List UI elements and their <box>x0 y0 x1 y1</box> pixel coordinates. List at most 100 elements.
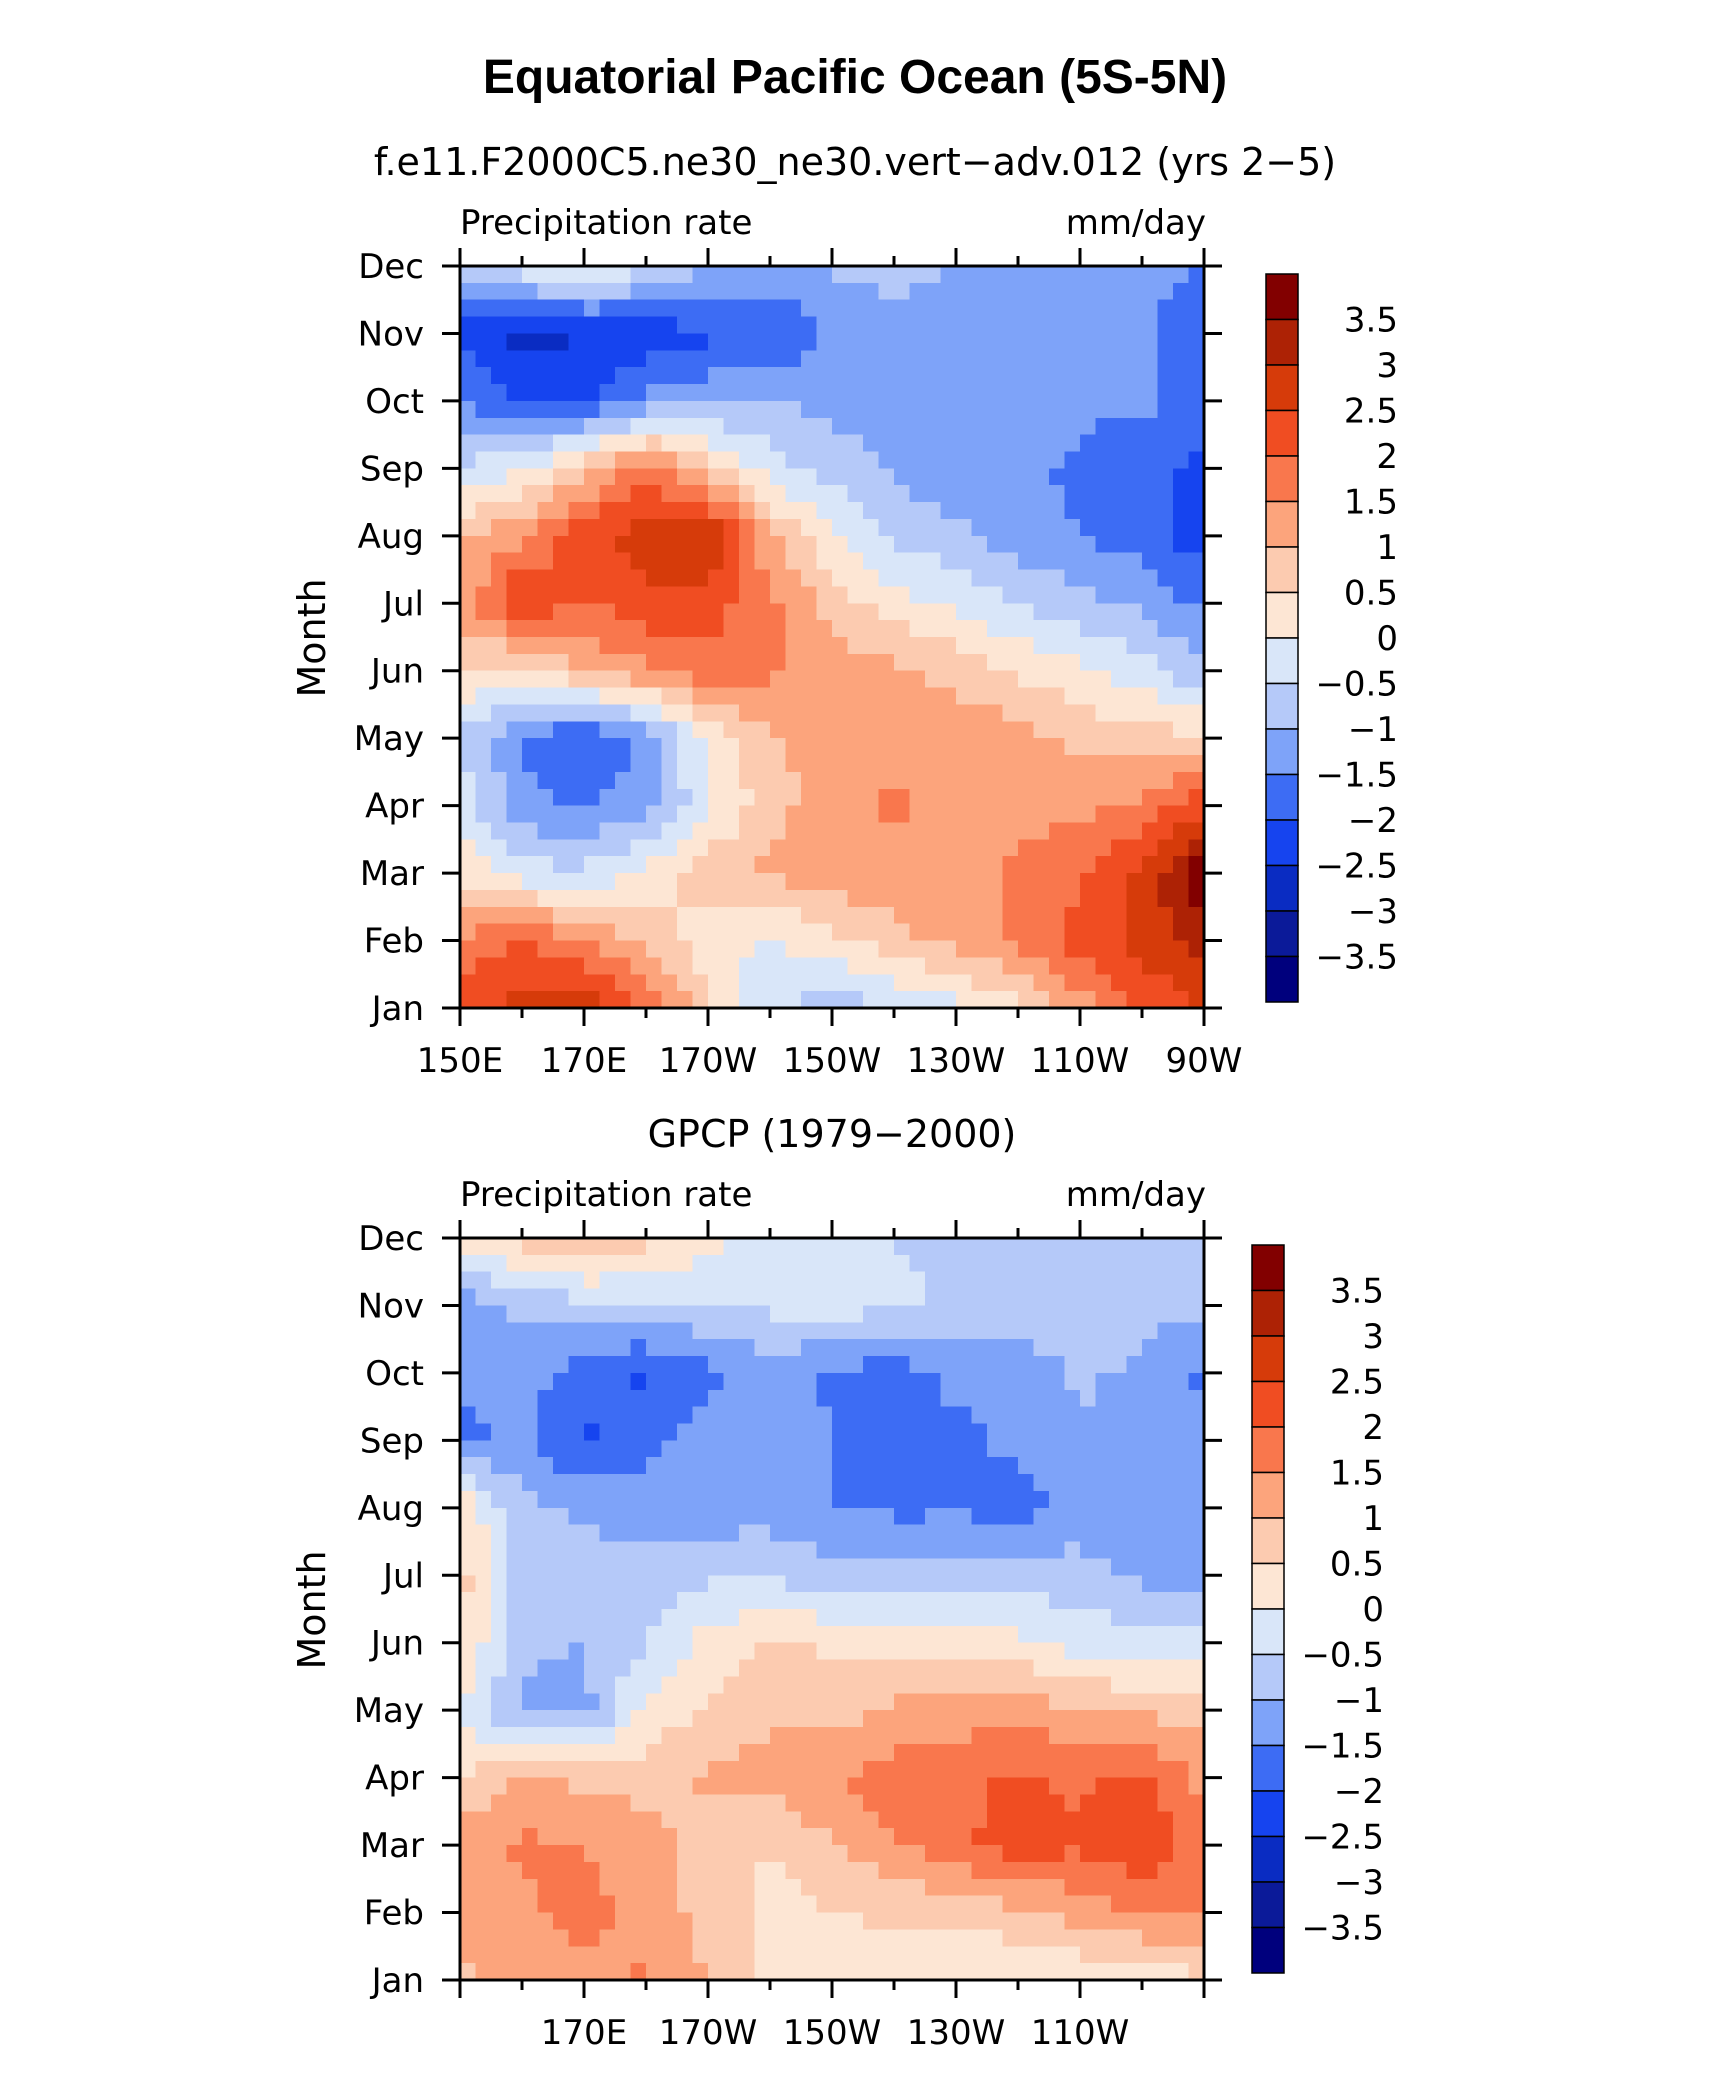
heatmap-cell <box>1018 1305 1035 1323</box>
heatmap-cell <box>863 350 880 368</box>
heatmap-cell <box>909 1777 926 1796</box>
heatmap-cell <box>723 586 740 604</box>
heatmap-cell <box>677 1963 694 1981</box>
heatmap-cell <box>1142 940 1159 959</box>
heatmap-cell <box>863 485 880 503</box>
heatmap-cell <box>615 502 632 520</box>
heatmap-cell <box>754 1828 771 1846</box>
heatmap-cell <box>1126 637 1143 655</box>
heatmap-cell <box>584 889 601 908</box>
heatmap-cell <box>1095 839 1112 857</box>
colorbar-box <box>1265 364 1299 412</box>
x-tick-label: 90W <box>1166 1041 1243 1081</box>
heatmap-cell <box>971 1524 988 1543</box>
heatmap-cell <box>1049 839 1066 857</box>
heatmap-cell <box>971 940 988 959</box>
heatmap-cell <box>847 620 864 638</box>
heatmap-cell <box>1018 1558 1035 1576</box>
heatmap-cell <box>940 282 957 301</box>
heatmap-cell <box>630 367 647 385</box>
heatmap-cell <box>1080 603 1097 621</box>
heatmap-cell <box>1018 771 1035 790</box>
heatmap-cell <box>584 333 601 351</box>
heatmap-cell <box>987 991 1004 1009</box>
heatmap-cell <box>1018 1474 1035 1492</box>
heatmap-cell <box>1018 1676 1035 1694</box>
heatmap-cell <box>909 1861 926 1880</box>
heatmap-cell <box>1157 1743 1174 1762</box>
heatmap-cell <box>739 805 756 824</box>
heatmap-cell <box>785 1541 802 1560</box>
heatmap-cell <box>925 1777 942 1796</box>
heatmap-cell <box>1033 350 1050 368</box>
heatmap-cell <box>1049 788 1066 807</box>
heatmap-cell <box>801 1727 818 1745</box>
heatmap-cell <box>863 1541 880 1560</box>
heatmap-cell <box>832 502 849 520</box>
heatmap-cell <box>832 1659 849 1678</box>
heatmap-cell <box>1157 1811 1174 1829</box>
heatmap-cell <box>630 1575 647 1593</box>
heatmap-cell <box>785 1389 802 1408</box>
heatmap-cell <box>491 1609 508 1627</box>
heatmap-cell <box>584 771 601 790</box>
heatmap-cell <box>630 485 647 503</box>
heatmap-cell <box>1049 1389 1066 1408</box>
heatmap-cell <box>1157 1878 1174 1897</box>
heatmap-cell <box>987 670 1004 689</box>
heatmap-cell <box>630 1541 647 1560</box>
heatmap-cell <box>584 1558 601 1576</box>
heatmap-cell <box>770 1423 787 1441</box>
heatmap-cell <box>816 400 833 419</box>
heatmap-cell <box>971 1693 988 1711</box>
heatmap-cell <box>1080 417 1097 436</box>
heatmap-cell <box>1126 670 1143 689</box>
heatmap-cell <box>832 434 849 453</box>
heatmap-cell <box>553 1474 570 1492</box>
colorbar-box <box>1251 1608 1285 1656</box>
heatmap-cell <box>475 1592 492 1610</box>
heatmap-cell <box>584 788 601 807</box>
heatmap-cell <box>1111 367 1128 385</box>
heatmap-cell <box>1126 451 1143 469</box>
heatmap-cell <box>909 1389 926 1408</box>
heatmap-cell <box>801 1929 818 1947</box>
heatmap-cell <box>1033 400 1050 419</box>
heatmap-cell <box>1173 266 1190 284</box>
heatmap-cell <box>630 1474 647 1492</box>
heatmap-cell <box>1033 839 1050 857</box>
heatmap-cell <box>506 1929 523 1947</box>
colorbar-box <box>1265 910 1299 958</box>
heatmap-cell <box>615 1794 632 1812</box>
heatmap-cell <box>1157 1322 1174 1340</box>
heatmap-cell <box>801 1895 818 1914</box>
heatmap-cell <box>661 1659 678 1678</box>
heatmap-cell <box>615 1322 632 1340</box>
heatmap-cell <box>692 805 709 824</box>
heatmap-cell <box>1002 384 1019 402</box>
heatmap-cell <box>661 535 678 554</box>
heatmap-cell <box>971 1406 988 1425</box>
heatmap-cell <box>553 1659 570 1678</box>
heatmap-cell <box>1064 1828 1081 1846</box>
heatmap-cell <box>615 974 632 992</box>
heatmap-cell <box>584 822 601 840</box>
heatmap-cell <box>599 1727 616 1745</box>
heatmap-cell <box>553 1929 570 1947</box>
heatmap-cell <box>754 1609 771 1627</box>
heatmap-cell <box>537 1743 554 1762</box>
heatmap-cell <box>1157 788 1174 807</box>
heatmap-cell <box>506 1271 523 1290</box>
heatmap-cell <box>909 1474 926 1492</box>
heatmap-cell <box>801 1592 818 1610</box>
heatmap-cell <box>553 299 570 318</box>
heatmap-cell <box>1157 1423 1174 1441</box>
heatmap-cell <box>677 1524 694 1543</box>
heatmap-cell <box>1064 502 1081 520</box>
heatmap-cell <box>770 1609 787 1627</box>
heatmap-cell <box>1049 1929 1066 1947</box>
heatmap-cell <box>832 906 849 925</box>
heatmap-cell <box>1018 1912 1035 1931</box>
heatmap-cell <box>801 586 818 604</box>
heatmap-cell <box>739 1777 756 1796</box>
